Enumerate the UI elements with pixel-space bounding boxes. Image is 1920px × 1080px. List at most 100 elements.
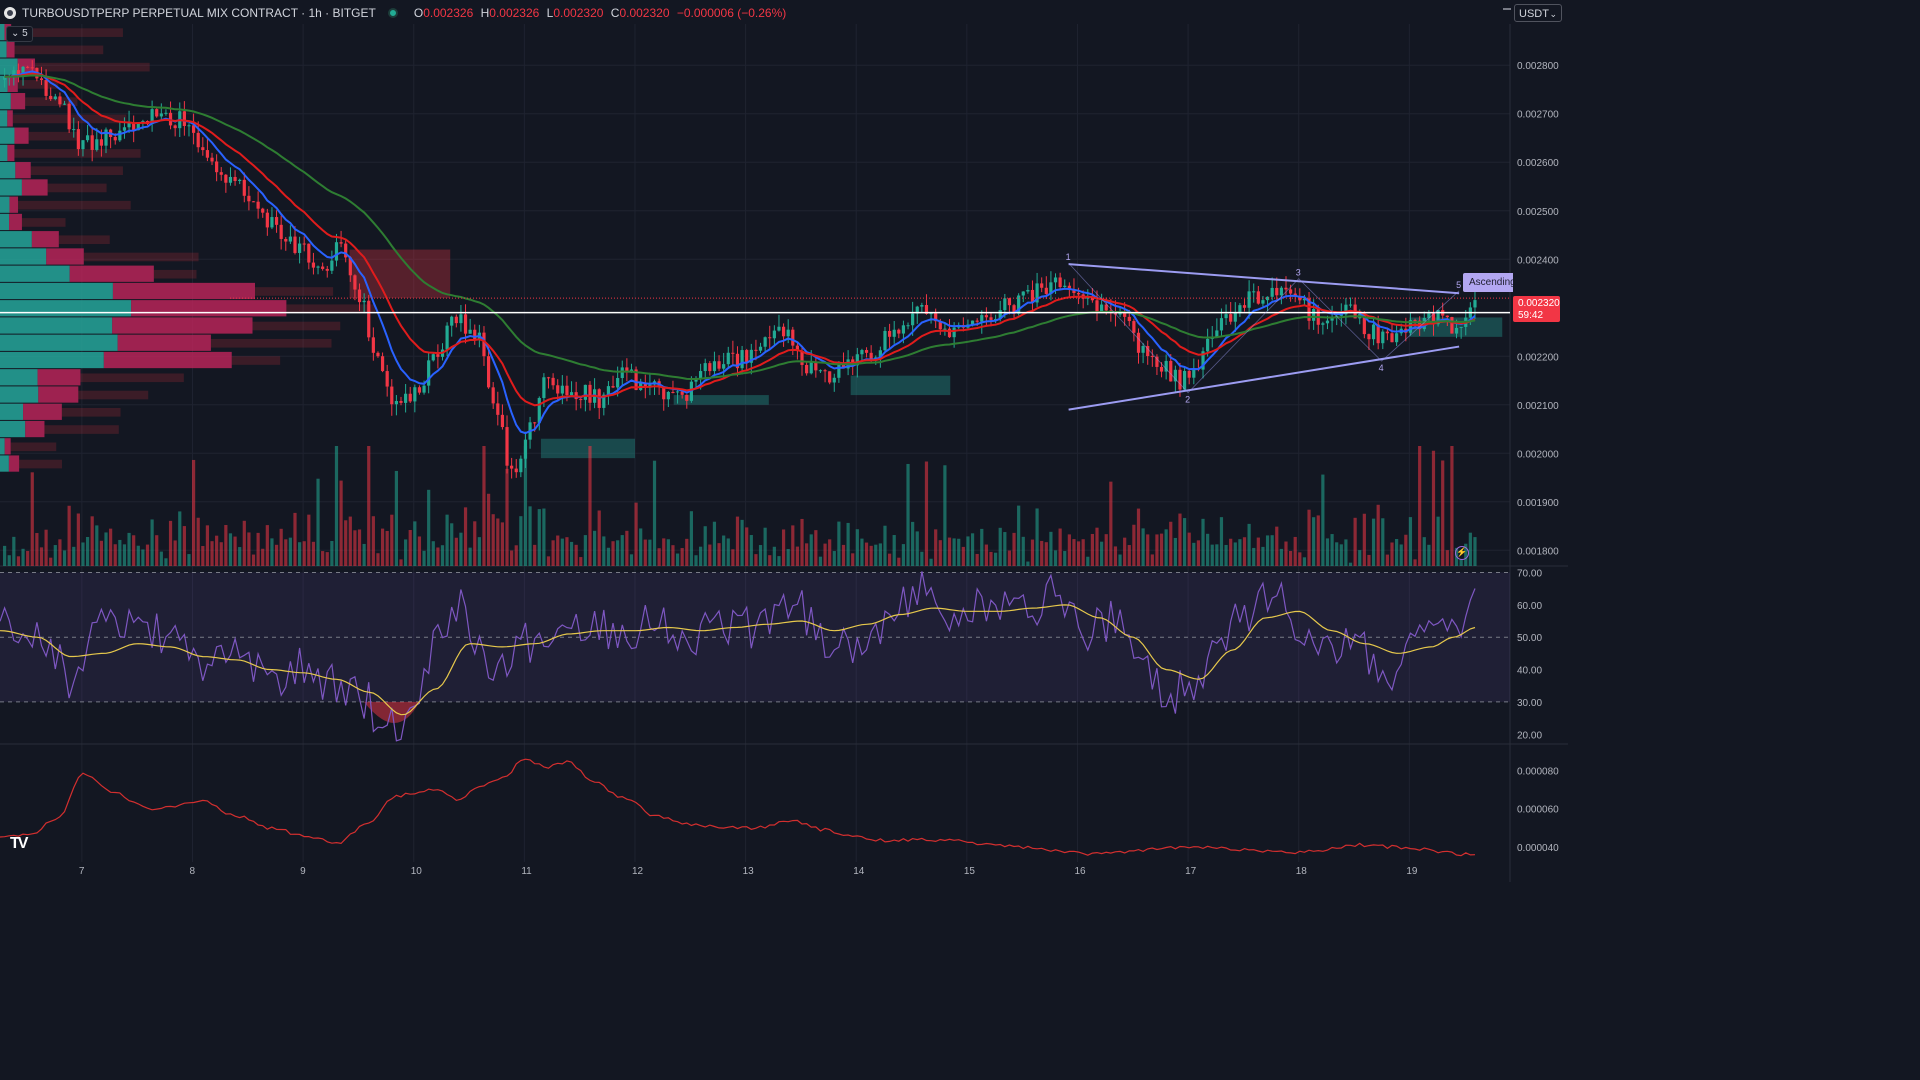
volume-bar [1302,557,1307,566]
volume-bar [832,551,836,566]
volume-bar [800,518,804,566]
volume-bar [178,511,182,566]
volume-bar [874,544,878,566]
volume-bar [556,535,560,566]
volume-bar [1201,518,1205,566]
volume-bar [1275,526,1279,566]
candle-body [362,300,366,303]
profile-up-bar [0,196,10,213]
volume-bar [417,536,422,566]
zone-box [673,395,769,405]
rsi-pane [0,571,1510,742]
volume-bar [399,559,403,566]
pattern-label[interactable]: Ascending [1463,273,1513,292]
profile-extension [11,28,123,37]
candle-body [1344,304,1348,315]
ascending-triangle-pattern[interactable]: 1 2 3 4 5 [0,252,1510,411]
candle-body [3,76,7,80]
candle-body [454,316,458,324]
volume-bar [122,544,127,566]
candle-body [284,238,288,242]
volume-bar [1219,517,1224,566]
profile-down-bar [7,144,15,162]
volume-bar [1431,450,1436,566]
volume-bar [1395,539,1399,566]
candle-body [16,70,21,75]
candle-body [132,122,136,131]
volume-bar [980,528,984,566]
volume-bar [924,461,929,566]
currency-select[interactable]: USDT ⌄ [1514,4,1562,22]
volume-bar [113,544,117,566]
flash-icon[interactable]: ⚡ [1455,546,1469,560]
candle-body [49,95,53,100]
candle-body [1150,356,1154,358]
volume-bar [699,546,703,566]
volume-bar [851,553,855,566]
volume-bar [1265,535,1270,566]
volume-bar [606,547,611,566]
volume-bar [915,531,919,566]
candle-body [994,318,998,320]
volume-bar [754,554,758,566]
volume-bar [1095,527,1099,566]
profile-up-bar [0,231,32,248]
volume-bar [210,541,214,566]
volume-bar [643,539,647,566]
profile-extension [34,62,150,72]
volume-bar [500,522,505,566]
volume-bar [1081,539,1085,566]
volume-bar [1187,532,1191,566]
time-axis-label: 8 [189,866,195,877]
pattern-point-label: 4 [1379,363,1384,373]
candle-body [445,325,449,350]
volume-bar [394,470,398,566]
tradingview-logo[interactable]: TV [10,835,29,852]
candle-body [104,129,108,146]
minimize-icon[interactable] [1503,8,1511,10]
candle-body [791,329,795,346]
time-axis-label: 11 [521,866,532,877]
volume-bar [58,539,62,566]
candle-body [749,349,753,363]
candle-body [399,400,403,403]
volume-bar [818,556,823,566]
profile-down-bar [4,438,11,455]
volume-bar [523,446,528,566]
volume-bar [1247,523,1251,566]
candle-body [1132,321,1136,333]
candle-body [1302,298,1307,301]
pattern-zigzag [1068,262,1460,394]
profile-extension [14,149,141,158]
profile-down-bar [14,127,29,144]
candle-body [1376,324,1380,344]
profile-extension [21,218,66,227]
volume-bar [560,538,564,566]
pattern-point-label: 1 [1066,252,1071,262]
volume-bar [745,527,749,566]
indicators-collapse-button[interactable]: ⌄ 5 [6,26,33,42]
profile-extension [30,166,123,176]
rsi-ma-line [0,604,1476,716]
profile-down-bar [31,231,59,248]
volume-bar [205,525,210,566]
volume-bar [726,538,730,566]
candle-body [348,257,352,276]
volume-bar [155,535,159,566]
candle-body [344,243,348,258]
volume-bar [191,459,196,566]
profile-up-bar [0,334,118,351]
symbol-title[interactable]: TURBOUSDTPERP PERPETUAL MIX CONTRACT · 1… [22,6,376,20]
volume-bar [994,552,998,566]
volume-bar [81,542,85,566]
candle-body [680,391,684,395]
volume-bar [860,538,864,566]
volume-bar [652,460,657,566]
candle-body [1003,298,1007,311]
volume-bar [132,535,136,566]
profile-extension [83,252,199,262]
candle-body [828,371,832,383]
candle-body [1247,291,1251,308]
candle-body [1427,313,1431,318]
